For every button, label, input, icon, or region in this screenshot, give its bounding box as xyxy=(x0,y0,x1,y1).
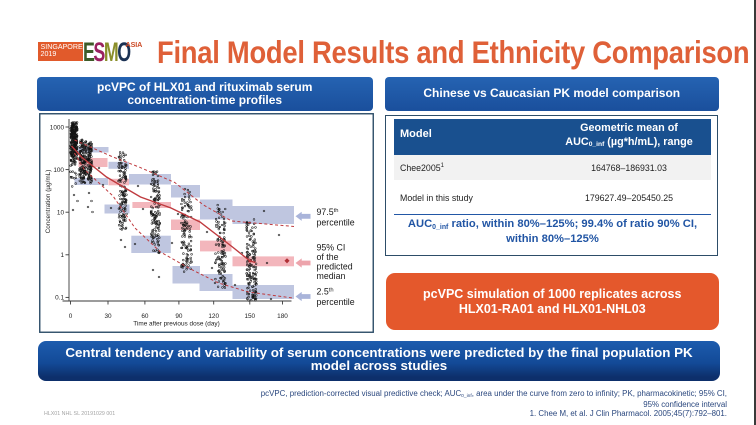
svg-text:95% CI: 95% CI xyxy=(316,243,345,253)
svg-text:1000: 1000 xyxy=(49,124,64,131)
svg-text:120: 120 xyxy=(208,313,219,320)
svg-text:percentile: percentile xyxy=(316,218,354,228)
svg-text:Concentration (µg/mL): Concentration (µg/mL) xyxy=(45,170,52,234)
svg-text:60: 60 xyxy=(141,313,149,320)
svg-text:100: 100 xyxy=(53,167,64,174)
svg-text:90: 90 xyxy=(175,313,183,320)
svg-text:median: median xyxy=(316,271,345,281)
svg-text:97.5th: 97.5th xyxy=(316,207,338,217)
svg-text:of the: of the xyxy=(316,252,338,262)
svg-text:150: 150 xyxy=(244,313,255,320)
svg-text:2.5th: 2.5th xyxy=(316,287,333,297)
svg-text:predicted: predicted xyxy=(316,262,352,272)
svg-text:1: 1 xyxy=(60,252,64,259)
svg-text:Time after previous dose (day): Time after previous dose (day) xyxy=(133,321,219,328)
svg-text:0.1: 0.1 xyxy=(55,295,64,302)
svg-text:30: 30 xyxy=(104,313,112,320)
svg-text:180: 180 xyxy=(277,313,288,320)
svg-text:10: 10 xyxy=(56,210,64,217)
svg-text:percentile: percentile xyxy=(316,297,354,307)
svg-text:0: 0 xyxy=(68,313,72,320)
